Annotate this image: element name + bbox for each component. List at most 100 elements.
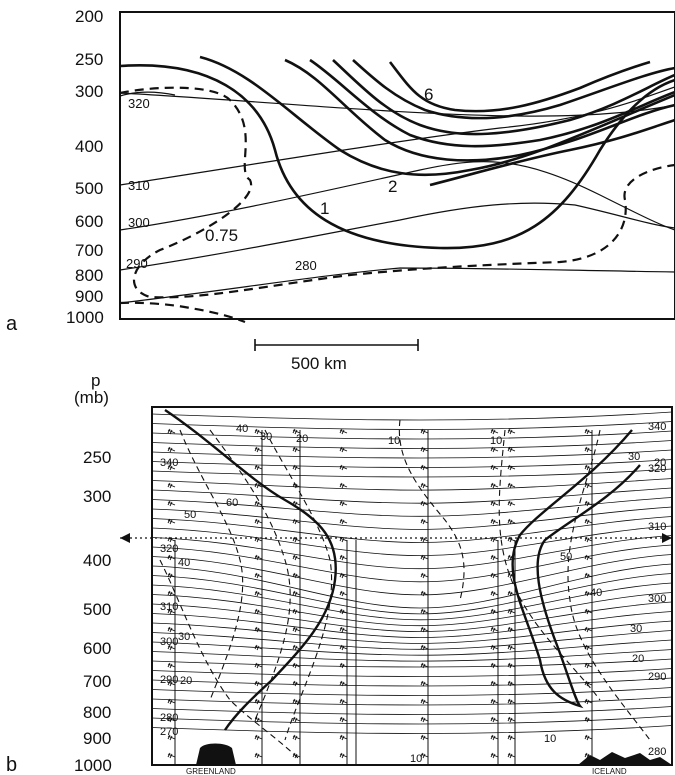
dotted-section-line (120, 533, 672, 543)
wind-barb (254, 662, 263, 669)
scale-bar: 500 km (254, 339, 419, 373)
wind-barb (584, 590, 593, 597)
isentrope-280 (119, 267, 675, 304)
wind-barb (584, 572, 593, 579)
wind-barb (339, 626, 348, 633)
wind-barb (254, 644, 263, 651)
wind-barb (292, 608, 301, 615)
panel-a-frame (119, 11, 675, 320)
wind-barb (507, 572, 516, 579)
isentrope-line (151, 449, 673, 459)
wind-barb (507, 626, 516, 633)
wind-barb (254, 698, 263, 705)
wind-barb (507, 590, 516, 597)
wind-barb (420, 662, 429, 669)
p-tick-250: 250 (75, 50, 103, 69)
wind-barb (490, 590, 499, 597)
wind-barb (507, 698, 516, 705)
wind-barb (584, 734, 593, 741)
wind-barb (339, 680, 348, 687)
isentrope-line (151, 411, 673, 421)
wind-barb (420, 554, 429, 561)
wind-barb (584, 716, 593, 723)
isentrope-300 (119, 161, 675, 231)
isentrope-line (151, 706, 673, 715)
wind-barb (254, 464, 263, 471)
isentrope-line (151, 516, 673, 543)
wind-label: 30 (260, 431, 272, 443)
isentrope-line (151, 601, 673, 633)
wind-barb (420, 482, 429, 489)
theta-b-left-280: 280 (160, 712, 178, 724)
isentrope-line (151, 696, 673, 706)
wind-barb (167, 752, 176, 759)
pv-contours-a (119, 55, 675, 250)
wind-barb (507, 716, 516, 723)
p-tick-900: 900 (75, 287, 103, 306)
isentrope-line (151, 677, 673, 687)
wind-barb (167, 536, 176, 543)
pb-tick-250: 250 (83, 448, 111, 467)
p-tick-300: 300 (75, 82, 103, 101)
p-tick-1000: 1000 (66, 308, 104, 327)
isentropes-a (119, 86, 675, 304)
p-tick-800: 800 (75, 266, 103, 285)
wind-barb (292, 536, 301, 543)
wind-barb (420, 464, 429, 471)
wind-label: 30 (628, 451, 640, 463)
wind-barb (584, 608, 593, 615)
wind-barb (584, 446, 593, 453)
wind-barb (584, 680, 593, 687)
p-tick-700: 700 (75, 241, 103, 260)
wind-barb (292, 464, 301, 471)
wind-barb (420, 590, 429, 597)
wind-barb (167, 716, 176, 723)
isentrope-line (151, 544, 673, 583)
wind-label: 50 (184, 509, 196, 521)
wind-barb (584, 554, 593, 561)
wind-barb (490, 734, 499, 741)
theta-b-right-290: 290 (648, 671, 666, 683)
theta-label-300: 300 (128, 215, 150, 230)
axis-title-mb: (mb) (74, 388, 109, 407)
isentrope-290 (119, 202, 675, 271)
wind-barb (490, 662, 499, 669)
wind-barb (292, 644, 301, 651)
wind-label: 60 (226, 497, 238, 509)
scale-bar-label: 500 km (291, 354, 347, 373)
wind-barb (490, 626, 499, 633)
wind-barb (420, 716, 429, 723)
wind-barb (507, 752, 516, 759)
wind-barb (254, 518, 263, 525)
tropopause-right (511, 429, 641, 709)
wind-barb (339, 608, 348, 615)
wind-barb (254, 482, 263, 489)
isentrope-line (151, 478, 673, 491)
wind-barb (507, 680, 516, 687)
tropopause-left (164, 409, 337, 731)
axis-title-p: p (91, 371, 100, 390)
wind-label: 20 (180, 675, 192, 687)
wind-barb (339, 590, 348, 597)
isotach (179, 429, 244, 701)
pb-tick-300: 300 (83, 487, 111, 506)
p-tick-400: 400 (75, 137, 103, 156)
wind-barb (420, 626, 429, 633)
pv-label-075: 0.75 (205, 226, 238, 245)
theta-label-280: 280 (295, 258, 317, 273)
pv-7 (388, 60, 651, 113)
wind-barb (254, 752, 263, 759)
wind-barb (584, 482, 593, 489)
theta-b-right-300: 300 (648, 593, 666, 605)
wind-barb (339, 752, 348, 759)
wind-label: 10 (544, 733, 556, 745)
wind-barb (339, 698, 348, 705)
wind-barb (490, 500, 499, 507)
panel-a-label: a (6, 313, 18, 335)
wind-barb (254, 554, 263, 561)
theta-b-left-320: 320 (160, 543, 178, 555)
wind-barb (167, 698, 176, 705)
wind-barb (339, 716, 348, 723)
wind-barb (339, 518, 348, 525)
wind-barb (167, 734, 176, 741)
